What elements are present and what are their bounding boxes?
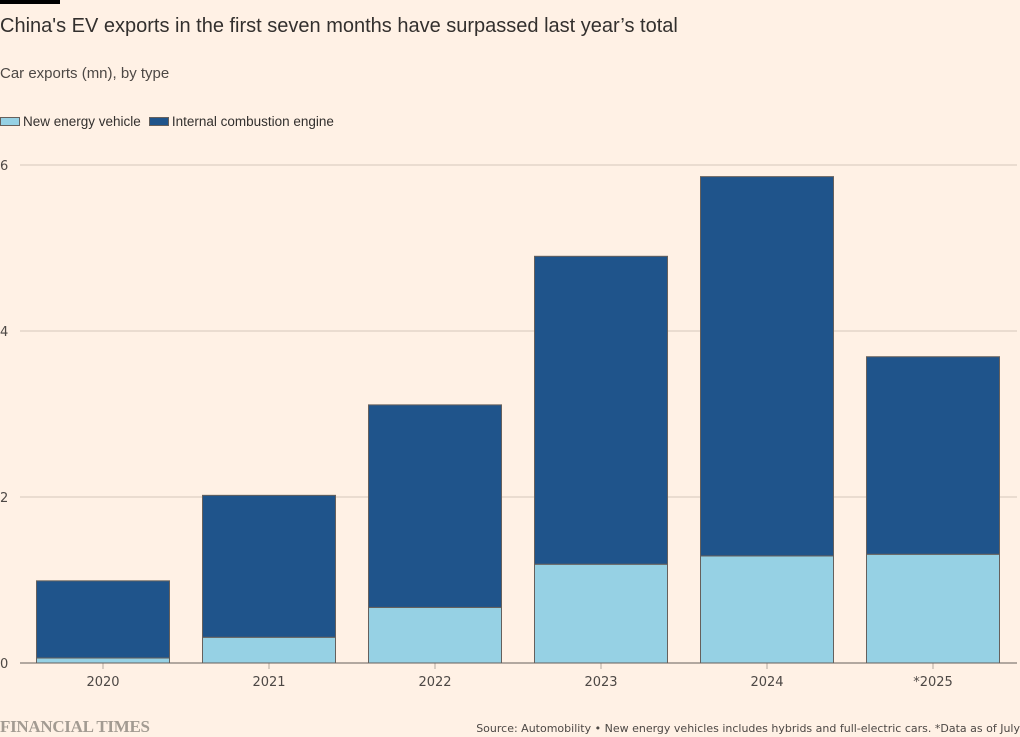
bar-ice-2021 bbox=[202, 494, 336, 638]
x-tick-label-2024: 2024 bbox=[750, 675, 783, 690]
chart-subtitle: Car exports (mn), by type bbox=[0, 65, 170, 82]
chart-title: China's EV exports in the first seven mo… bbox=[0, 15, 678, 37]
ft-top-bar bbox=[0, 0, 60, 4]
bars bbox=[36, 176, 1000, 664]
y-tick-label-6: 6 bbox=[0, 159, 8, 174]
bar-nev-2022 bbox=[368, 606, 502, 664]
axes: 0 2 4 6 2020 2021 2022 2023 2024 *2025 bbox=[0, 159, 1017, 690]
legend-swatch-ice bbox=[148, 117, 169, 126]
source-note: Source: Automobility • New energy vehicl… bbox=[476, 722, 1020, 735]
bar-nev-2025 bbox=[866, 553, 1000, 664]
x-tick-label-2025: *2025 bbox=[913, 675, 953, 690]
legend-item-nev: New energy vehicle bbox=[0, 114, 141, 129]
x-tick-label-2020: 2020 bbox=[86, 675, 119, 690]
legend-label-ice: Internal combustion engine bbox=[171, 114, 334, 129]
legend: New energy vehicle Internal combustion e… bbox=[0, 114, 342, 129]
bar-nev-2023 bbox=[534, 563, 668, 664]
bar-nev-2021 bbox=[202, 636, 336, 664]
bar-ice-2023 bbox=[534, 255, 668, 565]
legend-item-ice: Internal combustion engine bbox=[148, 114, 334, 129]
legend-label-nev: New energy vehicle bbox=[23, 114, 141, 129]
bar-nev-2024 bbox=[700, 555, 834, 664]
bar-nev-2020 bbox=[36, 657, 170, 664]
bar-ice-2024 bbox=[700, 176, 834, 557]
ft-logo: FINANCIAL TIMES bbox=[0, 717, 150, 736]
y-tick-label-2: 2 bbox=[0, 491, 8, 506]
x-tick-label-2023: 2023 bbox=[584, 675, 617, 690]
bar-ice-2025 bbox=[866, 356, 1000, 555]
bar-ice-2020 bbox=[36, 580, 170, 659]
bar-ice-2022 bbox=[368, 404, 502, 608]
gridlines bbox=[20, 164, 1017, 498]
y-tick-label-0: 0 bbox=[0, 657, 8, 672]
y-tick-label-4: 4 bbox=[0, 325, 8, 340]
x-tick-label-2022: 2022 bbox=[418, 675, 451, 690]
x-tick-label-2021: 2021 bbox=[252, 675, 285, 690]
legend-swatch-nev bbox=[0, 117, 20, 126]
